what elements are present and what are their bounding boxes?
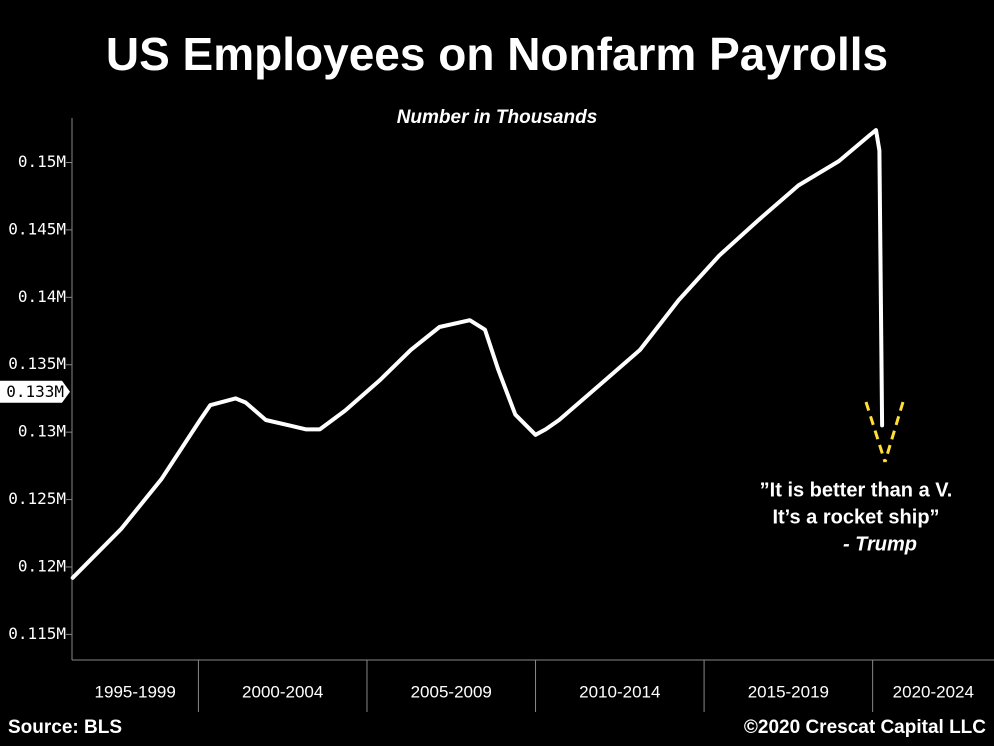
- annotation: - Trump: [843, 533, 917, 555]
- chart-subtitle: Number in Thousands: [397, 107, 598, 128]
- y-tick-label: 0.135M: [8, 354, 66, 373]
- current-value-label: 0.133M: [6, 382, 64, 401]
- x-period-label: 2010-2014: [579, 682, 660, 701]
- y-tick-label: 0.145M: [8, 219, 66, 238]
- annotation: It’s a rocket ship”: [772, 506, 939, 528]
- credit: ©2020 Crescat Capital LLC: [744, 717, 986, 738]
- v-dash: [864, 401, 887, 463]
- x-period-label: 1995-1999: [95, 682, 176, 701]
- y-tick-label: 0.12M: [18, 556, 66, 575]
- chart-title: US Employees on Nonfarm Payrolls: [106, 28, 888, 80]
- x-period-label: 2005-2009: [411, 682, 492, 701]
- v-dash: [883, 401, 905, 463]
- y-tick-label: 0.15M: [18, 152, 66, 171]
- y-tick-label: 0.115M: [8, 624, 66, 643]
- y-tick-label: 0.125M: [8, 489, 66, 508]
- x-period-label: 2020-2024: [893, 682, 974, 701]
- current-value-tag: [0, 380, 70, 403]
- y-tick-label: 0.13M: [18, 422, 66, 441]
- y-tick-label: 0.14M: [18, 287, 66, 306]
- x-period-label: 2015-2019: [748, 682, 829, 701]
- v-marker: [864, 401, 905, 463]
- source: Source: BLS: [8, 717, 122, 738]
- annotation: ”It is better than a V.: [760, 479, 953, 501]
- x-period-label: 2000-2004: [242, 682, 323, 701]
- line-series: [70, 128, 885, 580]
